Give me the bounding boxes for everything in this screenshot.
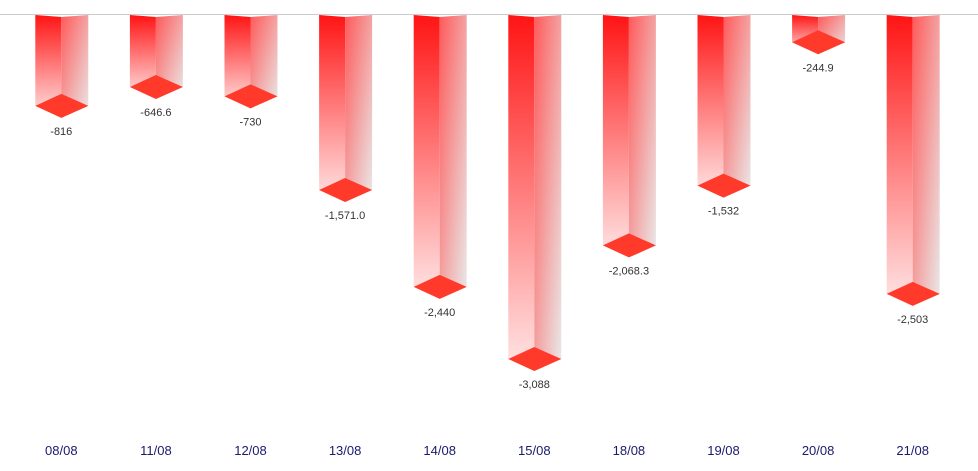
bar-13-08 <box>319 15 373 203</box>
x-tick-label: 19/08 <box>707 443 740 458</box>
bar-front-face <box>602 15 629 258</box>
bar-cap <box>224 84 278 109</box>
bar-cap <box>508 347 562 371</box>
bar-side-face <box>723 15 751 198</box>
bar-side-face <box>439 15 467 299</box>
value-label: -1,571.0 <box>325 210 365 222</box>
bar-21-08 <box>886 15 940 306</box>
value-label: -2,440 <box>424 307 455 319</box>
bar-side-face <box>534 15 562 371</box>
bar-12-08 <box>224 15 278 109</box>
bar-front-face <box>129 15 156 100</box>
x-tick-label: 14/08 <box>423 443 456 458</box>
value-label: -2,503 <box>897 314 928 326</box>
category-labels-group: 08/08 11/08 12/08 13/08 14/08 15/08 18/08 19/08… <box>45 443 929 458</box>
bar-19-08 <box>697 15 751 198</box>
x-tick-label: 21/08 <box>896 443 929 458</box>
bar-cap <box>697 173 751 198</box>
x-tick-label: 08/08 <box>45 443 78 458</box>
bar-14-08 <box>413 15 467 299</box>
bar-front-face <box>35 15 62 118</box>
bar-side-face <box>250 15 278 109</box>
bar-cap <box>886 281 940 306</box>
value-labels-group: -816 -646.6 -730 -1,571.0 -2,440 -3,088 -2,068… <box>50 62 928 391</box>
bar-cap <box>35 93 89 118</box>
x-tick-label: 13/08 <box>329 443 362 458</box>
value-label: -730 <box>239 116 261 128</box>
value-label: -646.6 <box>140 107 171 119</box>
bar-side-face <box>628 15 656 258</box>
bar-front-face <box>886 15 913 306</box>
bar-front-face <box>413 15 440 299</box>
bars-group <box>35 15 940 371</box>
bar-11-08 <box>129 15 183 100</box>
x-tick-label: 11/08 <box>140 443 172 458</box>
bar-cap <box>792 30 846 55</box>
bar-cap <box>129 75 183 100</box>
x-tick-label: 18/08 <box>613 443 646 458</box>
bar-front-face <box>508 15 535 371</box>
x-tick-label: 12/08 <box>234 443 267 458</box>
bar-front-face <box>697 15 724 198</box>
value-label: -2,068.3 <box>609 265 649 277</box>
value-label: -3,088 <box>519 379 550 391</box>
bar-side-face <box>155 15 183 100</box>
value-label: -816 <box>50 126 72 138</box>
bar-side-face <box>345 15 373 203</box>
bar-18-08 <box>602 15 656 258</box>
x-tick-label: 15/08 <box>518 443 551 458</box>
bar-cap <box>413 274 467 299</box>
bar-front-face <box>224 15 251 109</box>
value-label: -1,532 <box>708 206 739 218</box>
bar-side-face <box>912 15 940 306</box>
bar-cap <box>602 233 656 258</box>
bar-08-08 <box>35 15 89 118</box>
x-tick-label: 20/08 <box>802 443 835 458</box>
bar-cap <box>319 178 373 203</box>
bar-side-face <box>61 15 89 118</box>
bar-front-face <box>319 15 346 203</box>
bar-15-08 <box>508 15 562 371</box>
bar-20-08 <box>792 15 846 55</box>
value-label: -244.9 <box>802 62 833 74</box>
